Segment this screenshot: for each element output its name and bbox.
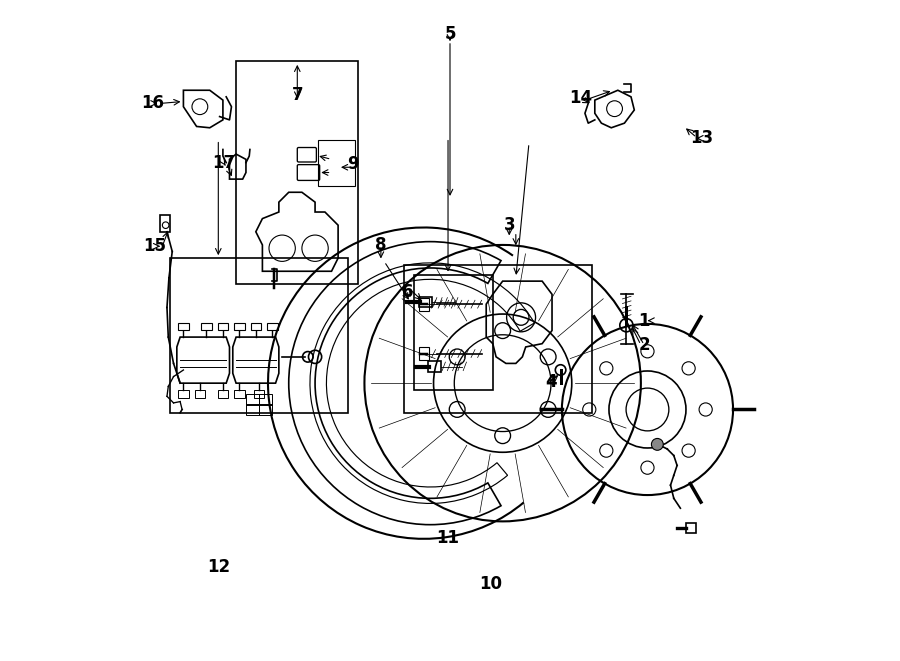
Bar <box>246 395 259 405</box>
Text: 4: 4 <box>545 373 557 391</box>
Text: 7: 7 <box>292 86 303 104</box>
Bar <box>419 297 429 311</box>
Bar <box>419 347 429 360</box>
Bar <box>419 297 432 307</box>
Bar <box>246 405 259 414</box>
Bar <box>414 274 493 390</box>
Bar <box>259 395 273 405</box>
Text: 10: 10 <box>480 575 502 593</box>
Text: 13: 13 <box>690 130 713 147</box>
Text: 3: 3 <box>503 216 515 234</box>
Text: 16: 16 <box>141 95 164 112</box>
Bar <box>194 390 205 398</box>
Bar <box>202 323 211 330</box>
Text: 2: 2 <box>638 336 650 354</box>
Bar <box>234 323 245 330</box>
Bar <box>178 323 189 330</box>
Text: 15: 15 <box>144 237 166 255</box>
Bar <box>234 390 245 398</box>
Text: 17: 17 <box>212 153 235 172</box>
Bar <box>319 139 355 186</box>
Bar <box>218 390 229 398</box>
Bar <box>404 264 591 412</box>
Circle shape <box>652 438 663 450</box>
Bar <box>254 390 265 398</box>
Text: 6: 6 <box>402 284 414 301</box>
Bar <box>259 405 273 414</box>
Bar <box>218 323 229 330</box>
Text: 14: 14 <box>569 89 592 107</box>
Text: 1: 1 <box>638 311 650 330</box>
Bar <box>236 61 358 284</box>
Text: 8: 8 <box>375 236 387 254</box>
Text: 9: 9 <box>346 155 358 173</box>
Bar <box>250 323 261 330</box>
Bar <box>428 362 441 372</box>
Bar <box>686 524 696 533</box>
Bar <box>170 258 348 412</box>
Text: 11: 11 <box>436 529 460 547</box>
Bar <box>178 390 189 398</box>
Text: 5: 5 <box>445 25 455 44</box>
Text: 12: 12 <box>207 559 230 576</box>
Bar <box>267 323 277 330</box>
Bar <box>160 215 170 232</box>
